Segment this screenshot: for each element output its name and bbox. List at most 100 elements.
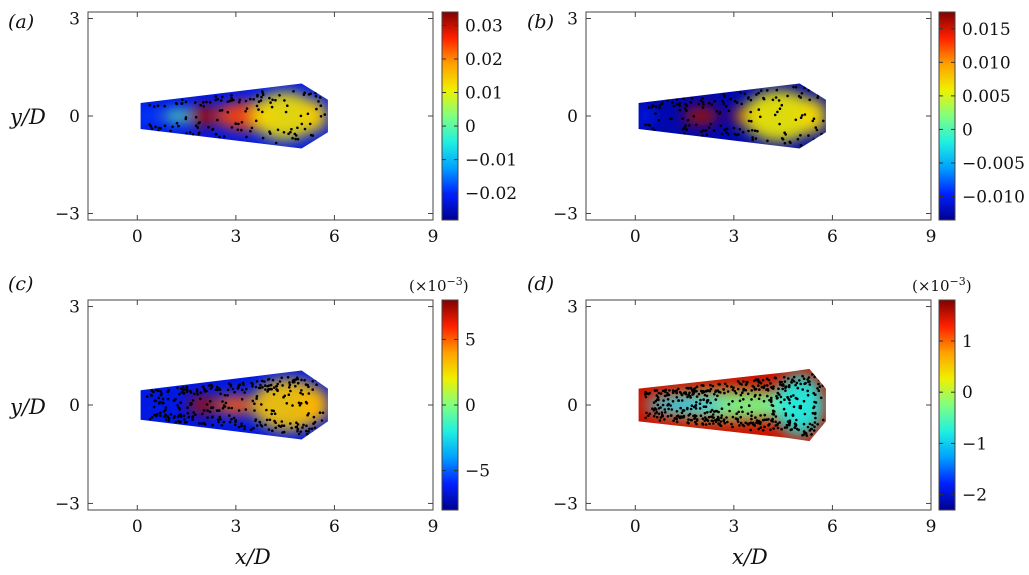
- sample-point: [172, 399, 176, 402]
- sample-point: [755, 93, 758, 96]
- sample-point: [776, 396, 779, 400]
- x-tick-label: 6: [827, 517, 838, 537]
- sample-point: [743, 92, 747, 96]
- sample-point: [739, 415, 742, 419]
- x-tick-label: 3: [728, 227, 739, 247]
- sample-point: [821, 384, 825, 387]
- sample-point: [179, 420, 182, 424]
- sample-point: [798, 379, 801, 382]
- sample-point: [727, 109, 731, 113]
- sample-point: [698, 407, 702, 410]
- x-tick-label: 9: [926, 517, 937, 537]
- y-tick-label: −3: [55, 494, 80, 514]
- sample-point: [650, 104, 654, 107]
- sample-point: [182, 388, 185, 392]
- sample-point: [215, 385, 219, 389]
- sample-point: [278, 94, 281, 97]
- sample-point: [776, 426, 780, 430]
- sample-point: [701, 422, 704, 425]
- sample-point: [250, 381, 253, 385]
- sample-point: [680, 393, 684, 397]
- sample-point: [184, 388, 187, 391]
- sample-point: [317, 100, 320, 103]
- sample-point: [814, 126, 818, 129]
- sample-point: [318, 411, 322, 415]
- sample-point: [759, 414, 762, 417]
- sample-point: [778, 421, 781, 424]
- sample-point: [260, 95, 263, 99]
- y-tick-label: 3: [69, 298, 80, 318]
- sample-point: [794, 424, 797, 428]
- sample-point: [773, 113, 777, 117]
- sample-point: [182, 392, 186, 395]
- sample-point: [794, 85, 798, 89]
- sample-point: [695, 385, 699, 389]
- sample-point: [240, 422, 243, 426]
- sample-point: [287, 132, 290, 136]
- sample-point: [730, 385, 733, 389]
- sample-point: [286, 104, 289, 107]
- sample-point: [741, 410, 744, 414]
- sample-point: [718, 112, 721, 115]
- sample-point: [813, 373, 817, 376]
- sample-point: [759, 426, 763, 429]
- sample-point: [285, 402, 289, 405]
- sample-point: [801, 388, 804, 391]
- sample-point: [233, 390, 236, 394]
- sample-point: [754, 387, 758, 391]
- sample-point: [303, 378, 306, 382]
- sample-point: [656, 403, 660, 407]
- sample-point: [261, 136, 265, 140]
- sample-point: [663, 418, 666, 421]
- sample-point: [298, 404, 302, 407]
- sample-point: [658, 419, 662, 422]
- sample-point: [724, 105, 728, 108]
- sample-point: [747, 129, 750, 133]
- sample-point: [320, 419, 324, 422]
- sample-point: [289, 422, 292, 425]
- sample-point: [761, 429, 765, 432]
- sample-point: [207, 125, 210, 129]
- sample-point: [196, 126, 199, 129]
- sample-point: [738, 128, 742, 131]
- sample-point: [269, 383, 273, 387]
- sample-point: [682, 391, 686, 395]
- sample-point: [257, 108, 260, 111]
- sample-point: [771, 98, 775, 102]
- sample-point: [740, 406, 743, 409]
- sample-point: [249, 129, 252, 133]
- sample-point: [652, 414, 656, 418]
- sample-point: [774, 415, 778, 418]
- sample-point: [314, 94, 318, 98]
- sample-point: [792, 394, 795, 397]
- sample-point: [750, 414, 753, 418]
- sample-point: [299, 402, 303, 405]
- sample-point: [201, 385, 205, 389]
- sample-point: [785, 385, 788, 388]
- sample-point: [272, 386, 276, 389]
- sample-point: [723, 382, 727, 386]
- sample-point: [806, 389, 809, 393]
- sample-point: [697, 102, 701, 106]
- sample-point: [217, 387, 221, 390]
- sample-point: [173, 415, 176, 418]
- sample-point: [311, 388, 315, 391]
- sample-point: [185, 420, 188, 424]
- sample-point: [702, 103, 705, 106]
- sample-point: [306, 112, 310, 116]
- sample-point: [254, 119, 258, 123]
- y-axis-label-a: y/D: [9, 105, 46, 129]
- sample-point: [713, 100, 716, 103]
- sample-point: [668, 117, 672, 121]
- sample-point: [290, 426, 293, 430]
- sample-point: [265, 418, 269, 422]
- sample-point: [661, 389, 665, 393]
- sample-point: [261, 110, 264, 114]
- sample-point: [231, 387, 235, 391]
- sample-point: [647, 123, 650, 127]
- sample-points-d: [644, 371, 825, 439]
- sample-point: [687, 418, 690, 421]
- sample-point: [750, 129, 754, 132]
- sample-point: [666, 398, 670, 401]
- sample-point: [797, 428, 800, 432]
